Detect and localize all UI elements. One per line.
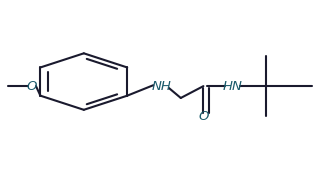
Text: O: O — [198, 110, 209, 123]
Text: O: O — [27, 80, 37, 93]
Text: NH: NH — [152, 80, 171, 93]
Text: HN: HN — [223, 80, 243, 93]
